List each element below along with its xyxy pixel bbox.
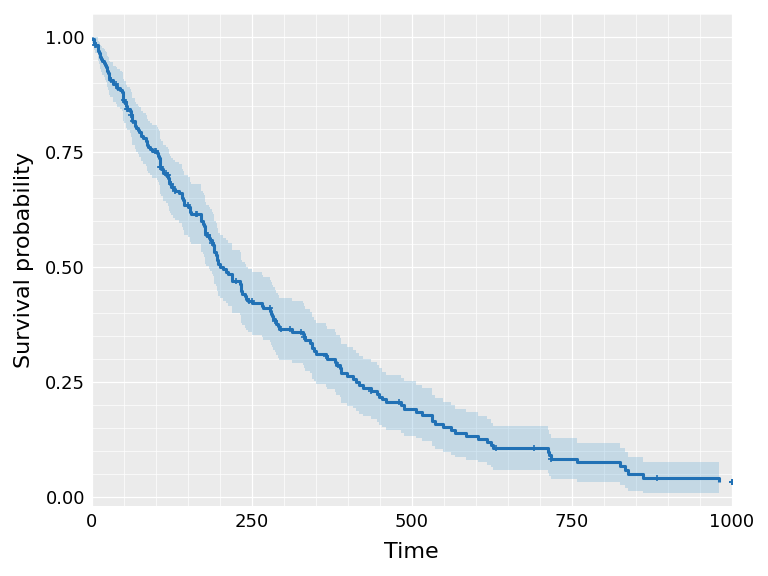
Y-axis label: Survival probability: Survival probability	[14, 152, 34, 368]
X-axis label: Time: Time	[385, 542, 439, 562]
